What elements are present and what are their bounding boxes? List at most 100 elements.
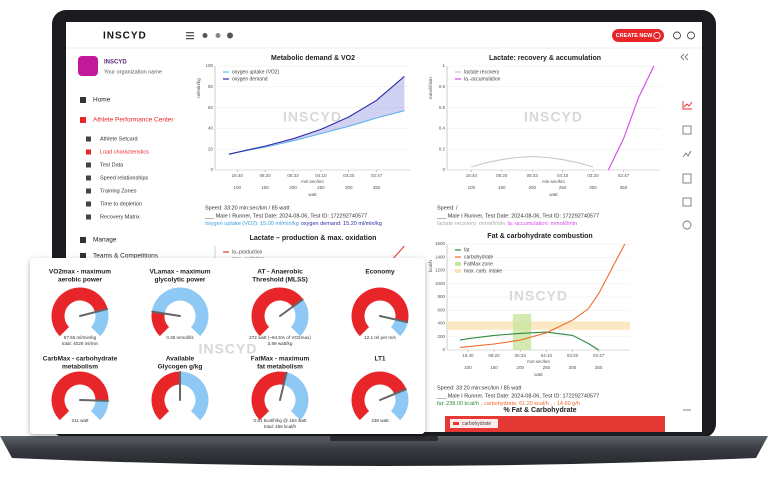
speed-tick-label: 16:40: [466, 173, 478, 178]
series-line: [228, 75, 405, 155]
kpi-panel: [30, 258, 425, 434]
submenu-item[interactable]: Load characteristics: [100, 149, 149, 155]
y-axis-label: mmol/l/min: [428, 77, 433, 99]
submenu-icon: [86, 162, 91, 168]
gauge-rest-arc: [179, 371, 209, 421]
speed-tick-label: 16:40: [232, 173, 244, 178]
legend-label: max. carb. intake: [464, 268, 502, 274]
y-axis-label: kcal/h: [428, 260, 433, 272]
card-value: 272 watt (~84.5% of VO2max): [249, 335, 311, 340]
submenu-item[interactable]: Training Zones: [100, 188, 137, 194]
speed-tick-label: 04:10: [541, 353, 553, 358]
speed-axis-label: min:sec/km: [301, 179, 324, 184]
speed-tick-label: 08:20: [488, 353, 500, 358]
speed-tick-label: 03:20: [343, 173, 355, 178]
legend-box: [450, 419, 498, 428]
x-axis-label: watt: [534, 372, 543, 377]
gauge-value-arc: [151, 371, 181, 421]
gauge-rest-arc: [283, 372, 309, 421]
x-tick-label: 150: [498, 185, 506, 190]
x-tick-label: 350: [620, 185, 628, 190]
power-icon[interactable]: [687, 31, 695, 40]
speed-tick-label: 16:40: [462, 353, 474, 358]
x-tick-label: 300: [569, 365, 577, 370]
speed-tick-label: 02:47: [371, 173, 383, 178]
x-tick-label: 100: [234, 185, 242, 190]
info-line: ___ Male I Runner, Test Date: 2024-08-06…: [204, 213, 367, 219]
nav-item[interactable]: Manage: [93, 237, 117, 244]
teams-icon: [80, 253, 86, 259]
chart-title: Fat & carbohydrate combustion: [487, 233, 592, 240]
create-new-button[interactable]: [612, 29, 664, 42]
submenu-item[interactable]: Speed relationships: [100, 175, 149, 181]
chart-title: Lactate: recovery & accumulation: [489, 55, 601, 62]
speed-tick-label: 08:20: [260, 173, 272, 178]
y-tick-label: 20: [208, 146, 214, 151]
submenu-item[interactable]: Time to depletion: [100, 201, 142, 207]
card-value: 0.36 mmol/l/s: [166, 335, 194, 340]
y-tick-label: 0: [442, 347, 445, 352]
org-logo: [78, 56, 98, 76]
legend-swatch: [455, 262, 461, 266]
help-icon[interactable]: [673, 31, 681, 40]
gauge-needle: [79, 308, 109, 317]
speed-tick-label: 05:33: [527, 173, 539, 178]
readout: , carbohydrate: 61.20 kcal/h: [481, 401, 549, 407]
legend-label: fat: [464, 247, 470, 253]
org-subtitle: Your organization name: [104, 69, 162, 75]
x-tick-label: 250: [317, 185, 325, 190]
readout: fat: 238.00 kcal/h: [437, 401, 479, 407]
org-name: INSCYD: [104, 60, 127, 66]
x-tick-label: 350: [595, 365, 603, 370]
y-tick-label: 80: [208, 84, 214, 89]
manage-icon: [80, 237, 86, 243]
submenu-icon: [86, 188, 91, 194]
card-value: 0.51 kcal/h/kg @ 184 watt: [254, 418, 308, 423]
submenu-icon: [86, 214, 91, 220]
x-tick-label: 200: [289, 185, 297, 190]
gauge-value-arc: [151, 311, 170, 337]
nav-item[interactable]: Teams & Competitions: [93, 253, 159, 260]
gauge-rest-arc: [290, 299, 309, 337]
max-carb-intake-band: [447, 321, 630, 330]
speed-tick-label: 08:20: [496, 173, 508, 178]
nav-item[interactable]: Home: [93, 97, 111, 104]
speed-tick-label: 03:20: [587, 173, 599, 178]
legend-label: la.-accumulation: [464, 76, 501, 82]
y-tick-label: 0.8: [439, 84, 446, 89]
readout: oxygen uptake (VO2): 15.00 ml/min/kg: [205, 221, 299, 227]
readout: la.-accumulation: mmol/l/min: [507, 221, 577, 227]
x-tick-label: 300: [345, 185, 353, 190]
submenu-item[interactable]: Athlete Setcard: [100, 136, 138, 142]
chart-title: % Fat & Carbohydrate: [503, 407, 576, 414]
submenu-item[interactable]: Test Data: [100, 162, 124, 168]
gauge-value-arc: [351, 371, 407, 421]
watermark: INSCYD: [524, 109, 583, 125]
plus-icon[interactable]: [653, 31, 661, 40]
speed-axis-label: min:sec/km: [527, 359, 550, 364]
card-title: VO2max - maximum: [49, 269, 111, 276]
gauge-value-arc: [51, 371, 109, 421]
legend-label: oxygen demand: [232, 76, 268, 82]
y-tick-label: 1600: [435, 241, 446, 246]
card-title: Available: [166, 356, 195, 363]
speed-tick-label: 02:47: [618, 173, 630, 178]
gauge-rest-arc: [90, 400, 109, 421]
y-tick-label: 0: [442, 167, 445, 172]
x-tick-label: 100: [464, 365, 472, 370]
x-tick-label: 350: [373, 185, 381, 190]
card-title: Threshold (MLSS): [252, 277, 308, 284]
gauge-value-arc: [351, 287, 409, 337]
y-tick-label: 0.6: [439, 105, 446, 110]
series-line: [607, 65, 655, 171]
legend-swatch: [455, 269, 461, 273]
info-line: Speed: 33:20 min:sec/km / 85 watt: [205, 205, 290, 211]
watermark: INSCYD: [509, 288, 568, 304]
gauge-value-arc: [251, 371, 287, 421]
logo[interactable]: INSCYD: [103, 31, 147, 42]
speed-tick-label: 04:10: [557, 173, 569, 178]
create-new-label[interactable]: CREATE NEW: [616, 33, 653, 39]
submenu-icon: [86, 149, 91, 155]
submenu-item[interactable]: Recovery Matrix: [100, 214, 140, 220]
nav-item[interactable]: Athlete Performance Center: [93, 117, 174, 124]
